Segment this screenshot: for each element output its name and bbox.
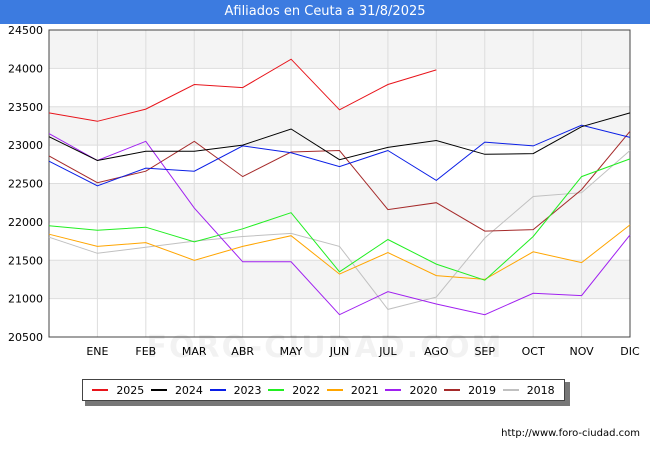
x-axis-ticks: ENE FEB MAR ABR MAY JUN JUL AGO SEP OCT NOV DIC xyxy=(86,345,640,358)
series-line-2022 xyxy=(48,158,631,281)
series-line-2018 xyxy=(48,150,631,310)
series-lines xyxy=(48,58,631,316)
legend-item-2018: 2018 xyxy=(502,383,555,397)
series-line-2021 xyxy=(48,224,631,280)
legend-swatch xyxy=(92,389,109,391)
legend-label: 2023 xyxy=(233,383,262,397)
x-tick-label: AGO xyxy=(424,345,449,358)
legend-swatch xyxy=(444,389,461,391)
legend-swatch xyxy=(385,389,402,391)
legend-item-2025: 2025 xyxy=(92,384,144,397)
y-tick-label: 21000 xyxy=(8,293,43,306)
series-line-2019 xyxy=(48,130,631,232)
legend-label: 2024 xyxy=(174,383,203,397)
x-tick-label: MAY xyxy=(280,345,303,358)
y-tick-label: 23000 xyxy=(8,139,43,152)
plot-frame xyxy=(48,29,631,338)
plot-border xyxy=(48,29,631,338)
series-line-2025 xyxy=(48,58,437,122)
legend-item-2023: 2023 xyxy=(209,383,262,397)
y-tick-label: 21500 xyxy=(8,254,43,267)
x-tick-label: JUL xyxy=(378,345,397,358)
legend-swatch xyxy=(326,389,343,391)
legend-item-2021: 2021 xyxy=(326,383,379,397)
legend-label: 2021 xyxy=(350,383,379,397)
y-axis-ticks: 20500 21000 21500 22000 22500 23000 23500 24000… xyxy=(8,24,43,344)
x-tick-label: ENE xyxy=(86,345,108,358)
y-tick-label: 20500 xyxy=(8,331,43,344)
chart-title: Afiliados en Ceuta a 31/8/2025 xyxy=(0,0,650,24)
y-tick-label: 22500 xyxy=(8,178,43,191)
y-tick-label: 22000 xyxy=(8,216,43,229)
x-tick-label: FEB xyxy=(135,345,156,358)
legend-item-2019: 2019 xyxy=(444,384,496,397)
series-line-2024 xyxy=(48,112,631,162)
y-tick-label: 23500 xyxy=(8,101,43,114)
x-tick-label: JUN xyxy=(329,345,350,358)
x-tick-label: OCT xyxy=(522,345,545,358)
x-tick-label: NOV xyxy=(569,345,594,358)
legend-label: 2025 xyxy=(116,383,145,397)
watermark: FORO-CIUDAD.COM xyxy=(146,330,504,365)
source-url[interactable]: http://www.foro-ciudad.com xyxy=(501,428,640,439)
legend-swatch xyxy=(502,389,519,391)
x-tick-label: MAR xyxy=(182,345,207,358)
x-tick-label: SEP xyxy=(474,345,495,358)
legend-label: 2022 xyxy=(292,383,321,397)
legend-label: 2019 xyxy=(468,383,497,397)
x-tick-label: DIC xyxy=(620,345,640,358)
y-tick-label: 24500 xyxy=(8,24,43,37)
legend-swatch xyxy=(268,389,285,391)
legend-swatch xyxy=(209,389,226,391)
legend-item-2024: 2024 xyxy=(150,383,203,397)
legend-swatch xyxy=(150,389,167,391)
series-line-2023 xyxy=(48,124,631,187)
legend: 2025 2024 2023 2022 2021 2020 2019 2018 xyxy=(82,379,565,401)
x-tick-label: ABR xyxy=(231,345,254,358)
series-line-2020 xyxy=(48,133,631,316)
legend-label: 2018 xyxy=(526,383,555,397)
legend-item-2020: 2020 xyxy=(385,384,437,397)
legend-item-2022: 2022 xyxy=(268,384,320,397)
y-tick-label: 24000 xyxy=(8,62,43,75)
legend-label: 2020 xyxy=(409,383,438,397)
